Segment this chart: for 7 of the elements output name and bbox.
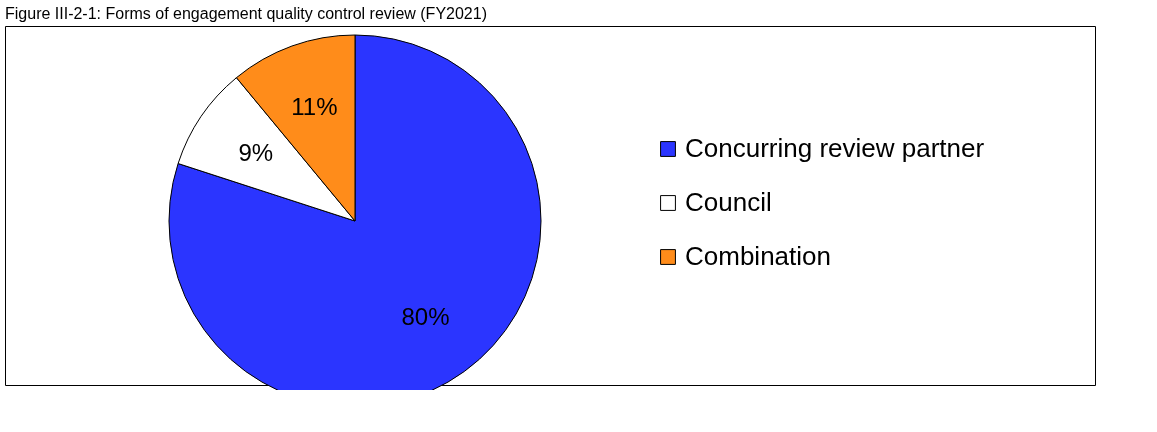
data-label: 11% (291, 93, 338, 121)
legend-label: Concurring review partner (685, 133, 985, 163)
chart-title: Figure III-2-1: Forms of engagement quality control review (FY2021) (5, 5, 487, 22)
legend-label: Council (685, 187, 772, 217)
legend-label: Combination (685, 241, 831, 271)
data-label: 80% (401, 303, 450, 331)
data-label: 9% (238, 138, 274, 166)
